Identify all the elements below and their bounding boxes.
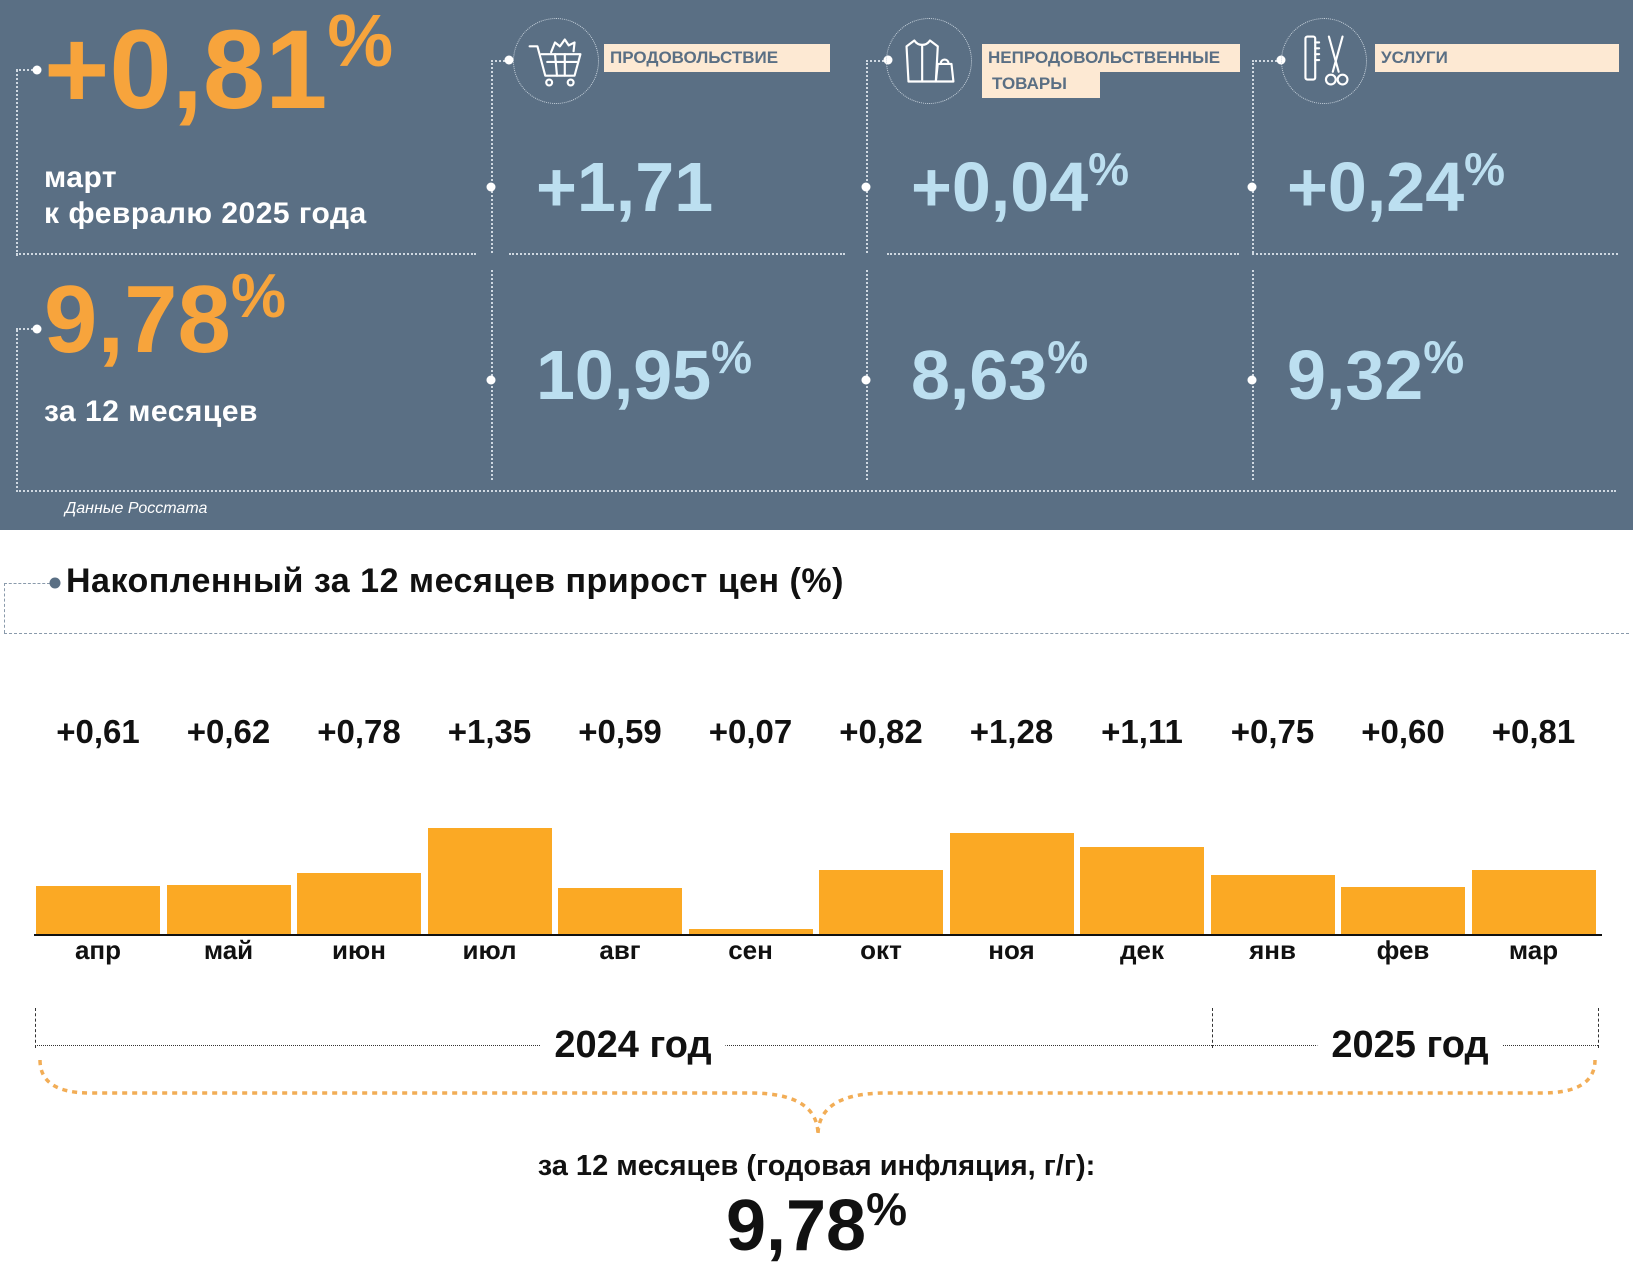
x-tick-label: ноя — [988, 935, 1035, 965]
bar — [1341, 886, 1465, 934]
clothes-bag-icon — [886, 18, 972, 104]
title-bullet — [49, 577, 61, 589]
frame-line — [491, 60, 509, 62]
bar — [1080, 846, 1204, 934]
x-tick-label: окт — [860, 935, 902, 965]
bar-value-label: +0,59 — [578, 713, 662, 750]
annual-caption: за 12 месяцев — [44, 395, 258, 428]
bar — [949, 833, 1074, 934]
bullet-dot — [504, 55, 514, 65]
frame-line — [16, 253, 476, 255]
monthly-inflation-value: +0,81% — [44, 0, 394, 132]
services-monthly-value: +0,24% — [1287, 143, 1506, 226]
source-note: Данные Росстата — [65, 500, 208, 517]
frame-line — [16, 69, 36, 71]
bar-value-label: +0,81 — [1491, 713, 1576, 750]
x-tick-label: сен — [728, 935, 773, 965]
title-frame-line — [4, 583, 5, 633]
frame-line — [1252, 60, 1280, 62]
bar — [558, 887, 682, 934]
year-label-2024: 2024 год — [540, 1024, 726, 1067]
x-tick-label: дек — [1120, 935, 1164, 965]
frame-line — [887, 253, 1239, 255]
bar-value-label: +0,60 — [1361, 713, 1445, 750]
bar — [1471, 870, 1596, 934]
bar-value-label: +1,11 — [1101, 713, 1183, 750]
category-label-services: УСЛУГИ — [1375, 44, 1619, 73]
frame-line — [866, 270, 868, 480]
year-bracket-line — [1598, 1008, 1599, 1048]
chart-title: Накопленный за 12 месяцев прирост цен (%… — [66, 562, 844, 600]
bullet-dot — [861, 375, 871, 385]
food-monthly-value: +1,71 — [536, 148, 714, 226]
year-label-2025: 2025 год — [1317, 1024, 1503, 1067]
bar-value-label: +0,62 — [186, 713, 271, 750]
frame-line — [16, 70, 18, 256]
food-annual-value: 10,95% — [536, 331, 753, 414]
frame-line — [1252, 253, 1618, 255]
bullet-dot — [32, 65, 42, 75]
frame-line — [866, 60, 888, 62]
x-tick-label: янв — [1249, 935, 1296, 965]
frame-line — [1252, 270, 1254, 480]
bullet-dot — [486, 375, 496, 385]
non-food-annual-value: 8,63% — [911, 331, 1089, 414]
frame-line — [1252, 60, 1254, 253]
bar — [36, 886, 160, 934]
frame-line — [16, 490, 1616, 492]
bar-value-label: +0,82 — [839, 713, 923, 750]
total-caption: за 12 месяцев (годовая инфляция, г/г): — [537, 1150, 1096, 1182]
bullet-dot — [861, 182, 871, 192]
category-label-food: ПРОДОВОЛЬСТВИЕ — [604, 44, 830, 73]
x-tick-label: авг — [599, 935, 641, 965]
bullet-dot — [486, 182, 496, 192]
frame-line — [509, 253, 845, 255]
services-annual-value: 9,32% — [1287, 331, 1465, 414]
annual-inflation-value: 9,78% — [44, 262, 286, 373]
title-frame-line — [4, 633, 1629, 634]
category-label-non-food: НЕПРОДОВОЛЬСТВЕННЫЕ — [982, 44, 1240, 73]
bullet-dot — [1247, 375, 1257, 385]
non-food-monthly-value: +0,04% — [911, 143, 1130, 226]
x-tick-label: июн — [332, 935, 386, 965]
title-frame-line — [4, 583, 50, 584]
summary-brace — [38, 1059, 1597, 1136]
frame-line — [16, 328, 36, 330]
year-bracket-line — [1212, 1008, 1213, 1048]
bar — [166, 885, 291, 934]
bar-value-label: +1,35 — [447, 713, 532, 750]
frame-line — [16, 330, 18, 492]
bar-value-label: +0,61 — [56, 713, 140, 750]
summary-panel: +0,81% март к февралю 2025 года 9,78% за… — [0, 0, 1633, 530]
bar — [297, 872, 421, 934]
bullet-dot — [32, 324, 42, 334]
total-inflation-value: 9,78% — [725, 1183, 908, 1266]
year-bracket-line — [35, 1008, 36, 1048]
bar — [819, 869, 943, 934]
bar-value-label: +0,07 — [708, 713, 793, 750]
monthly-caption: март к февралю 2025 года — [44, 161, 367, 230]
x-tick-label: мар — [1508, 935, 1559, 965]
category-label-non-food-line2: ТОВАРЫ — [982, 70, 1100, 99]
x-tick-label: июл — [462, 935, 517, 965]
x-tick-label: апр — [74, 935, 122, 965]
frame-line — [491, 270, 493, 480]
x-tick-label: фев — [1376, 935, 1430, 965]
x-axis-line — [34, 934, 1602, 936]
shopping-cart-icon — [513, 18, 599, 104]
bar — [1210, 875, 1335, 934]
bar-value-label: +1,28 — [969, 713, 1054, 750]
bullet-dot — [1247, 182, 1257, 192]
bar-value-label: +0,75 — [1230, 713, 1315, 750]
bar-value-label: +0,78 — [317, 713, 401, 750]
bar — [427, 828, 552, 934]
frame-line — [491, 60, 493, 253]
bar — [688, 928, 813, 934]
year-bracket-line — [35, 1045, 1598, 1046]
x-tick-label: май — [203, 935, 254, 965]
scissors-comb-icon — [1281, 18, 1367, 104]
frame-line — [866, 60, 868, 253]
